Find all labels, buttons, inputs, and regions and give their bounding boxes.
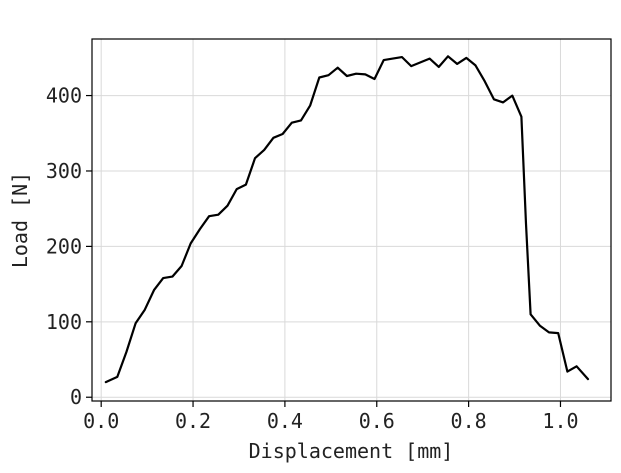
y-tick-label: 400 [46,84,82,108]
plot-area-frame [91,38,612,402]
x-tick-label: 0.6 [359,409,395,433]
x-tick-label: 0.2 [175,409,211,433]
x-tick-label: 0.8 [451,409,487,433]
x-tick-label: 0.4 [267,409,303,433]
series-layer [104,55,590,384]
y-axis-label: Load [N] [8,172,32,268]
axis-ticks: 0.0 0.2 0.4 0.6 0.8 1.0 0 100 200 300 400 [46,84,579,433]
y-tick-label: 0 [70,385,82,409]
y-tick-label: 300 [46,159,82,183]
x-axis-label: Displacement [mm] [249,439,454,463]
x-tick-label: 1.0 [542,409,578,433]
y-tick-label: 200 [46,234,82,258]
grid [92,39,611,401]
x-tick-label: 0.0 [83,409,119,433]
y-tick-label: 100 [46,310,82,334]
load-displacement-line [104,55,590,384]
